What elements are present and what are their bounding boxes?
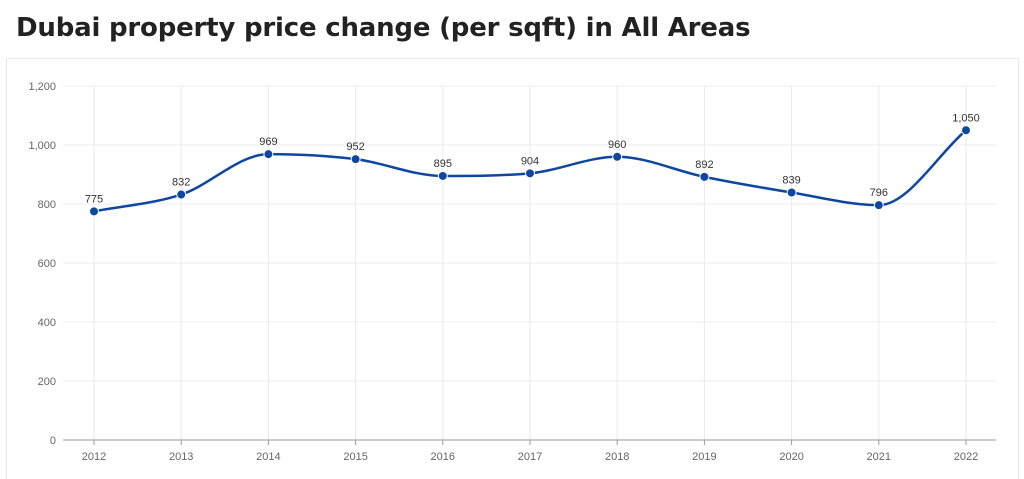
data-point	[961, 125, 971, 136]
data-label: 969	[259, 136, 277, 148]
chart-panel	[6, 58, 1019, 479]
grid	[63, 85, 996, 440]
y-tick-label: 0	[50, 435, 56, 447]
x-tick-label: 2013	[169, 451, 193, 463]
data-point	[612, 151, 623, 162]
x-tick-label: 2016	[431, 451, 455, 463]
y-tick-label: 1,000	[28, 140, 56, 152]
y-tick-label: 600	[38, 258, 56, 270]
data-label: 1,050	[952, 112, 980, 124]
x-tick-label: 2021	[867, 451, 891, 463]
data-label: 892	[695, 159, 713, 171]
x-tick-label: 2015	[343, 451, 367, 463]
y-tick-label: 800	[38, 199, 56, 211]
axes: 0 200 400 600 800 1,000 1,200 2012 2013 2014 2015 2…	[28, 81, 996, 463]
data-point	[699, 171, 710, 182]
data-point	[350, 154, 361, 165]
data-point	[525, 168, 535, 179]
data-point	[89, 206, 99, 217]
x-tick-label: 2017	[518, 451, 542, 463]
data-point	[873, 200, 884, 211]
y-tick-label: 400	[38, 317, 56, 329]
data-label: 952	[346, 141, 364, 153]
data-label: 839	[782, 174, 800, 186]
data-point	[437, 170, 448, 181]
y-tick-label: 200	[38, 376, 56, 388]
data-labels: 775 832 969 952 895 904 960 892 839 796 1,050	[85, 112, 980, 205]
data-label: 960	[608, 139, 626, 151]
data-point	[263, 149, 274, 160]
data-label: 775	[85, 193, 103, 205]
x-tick-label: 2020	[779, 451, 803, 463]
x-tick-label: 2012	[82, 451, 106, 463]
x-tick-label: 2022	[954, 451, 978, 463]
series	[89, 125, 971, 217]
data-point	[176, 189, 187, 200]
x-tick-label: 2014	[256, 451, 280, 463]
data-point	[786, 187, 797, 198]
page-title: Dubai property price change (per sqft) i…	[16, 13, 751, 43]
y-tick-label: 1,200	[28, 81, 56, 93]
x-tick-label: 2019	[692, 451, 716, 463]
data-label: 832	[172, 177, 190, 189]
data-label: 895	[434, 158, 452, 170]
data-label: 796	[870, 187, 888, 199]
x-tick-label: 2018	[605, 451, 629, 463]
data-label: 904	[521, 155, 539, 167]
